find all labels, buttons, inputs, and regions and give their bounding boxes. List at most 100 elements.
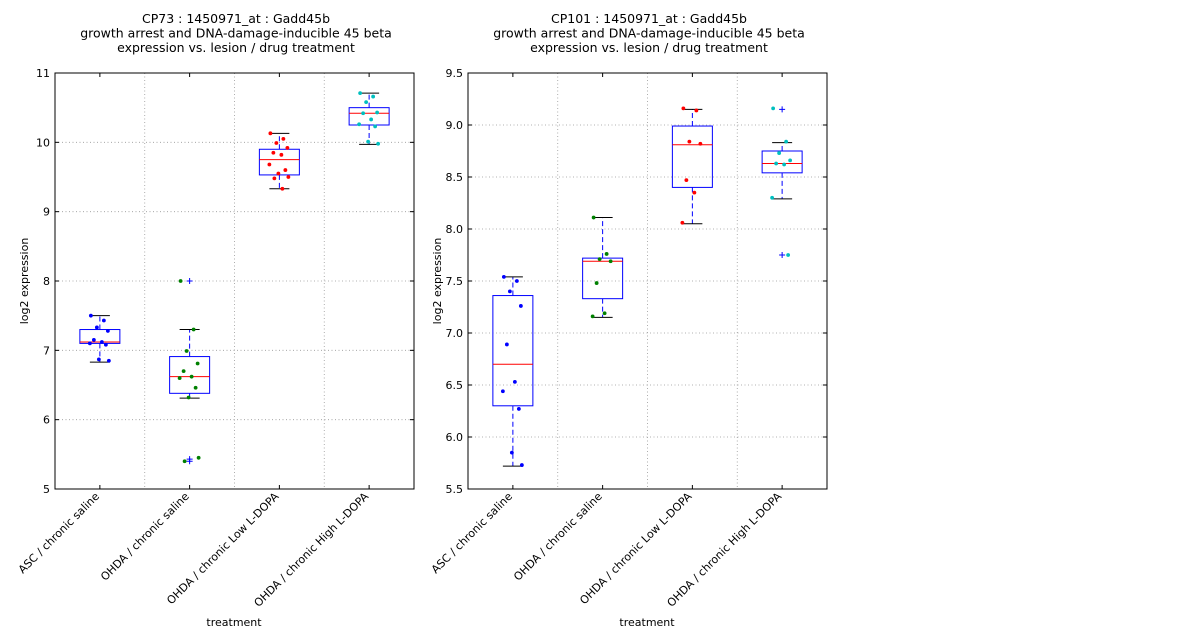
x-tick-label: ASC / chronic saline (16, 490, 102, 576)
data-point (501, 274, 506, 279)
data-point (280, 186, 285, 191)
data-point (788, 158, 793, 163)
data-point (687, 139, 692, 144)
data-point (358, 91, 363, 96)
y-tick-label: 6.0 (446, 431, 464, 444)
data-point (181, 369, 186, 374)
flier-marker (779, 106, 786, 113)
chart-title-line: growth arrest and DNA-damage-inducible 4… (80, 26, 392, 41)
data-point (512, 379, 517, 384)
data-point (777, 151, 782, 155)
data-point (591, 215, 596, 220)
data-point (500, 389, 505, 394)
data-point (514, 279, 519, 283)
data-point (272, 176, 277, 181)
data-point (99, 340, 104, 344)
data-point (364, 100, 369, 105)
data-point (597, 257, 602, 262)
data-point (182, 459, 187, 464)
data-point (371, 94, 376, 99)
data-point (361, 111, 366, 116)
data-point (191, 327, 196, 332)
y-tick-label: 5 (43, 483, 50, 496)
y-tick-label: 6.5 (446, 379, 464, 392)
data-point (357, 122, 362, 127)
data-point (88, 313, 93, 318)
data-point (186, 395, 191, 400)
chart-title-line: growth arrest and DNA-damage-inducible 4… (493, 26, 805, 41)
data-point (106, 358, 111, 363)
y-tick-label: 9 (43, 206, 50, 219)
data-point (507, 289, 512, 294)
y-tick-label: 9.5 (446, 67, 464, 80)
data-point (369, 117, 374, 122)
data-point (91, 338, 96, 342)
data-point (274, 141, 279, 145)
box (671, 125, 713, 188)
flier-marker (779, 252, 786, 258)
x-tick-label: ASC / chronic saline (429, 490, 515, 576)
y-tick-label: 5.5 (446, 483, 464, 496)
data-point (604, 252, 609, 256)
data-point (195, 361, 200, 366)
box (79, 329, 121, 344)
data-point (373, 124, 378, 129)
data-point (286, 175, 291, 179)
y-tick-label: 8.0 (446, 223, 464, 236)
data-point (196, 455, 201, 460)
y-tick-label: 7.0 (446, 327, 464, 340)
chart-title-line: expression vs. lesion / drug treatment (117, 40, 355, 55)
y-tick-label: 8 (43, 275, 50, 288)
y-axis-label: log2 expression (18, 238, 31, 325)
y-tick-label: 7.5 (446, 275, 464, 288)
data-point (177, 376, 182, 380)
data-point (94, 325, 99, 330)
y-tick-label: 9.0 (446, 119, 464, 132)
x-axis-label: treatment (619, 616, 675, 629)
flier-marker (186, 278, 193, 284)
flier-marker (186, 458, 193, 465)
data-point (590, 314, 595, 319)
data-point (684, 178, 689, 183)
data-point (105, 329, 110, 333)
y-axis-label: log2 expression (431, 238, 444, 325)
data-point (184, 349, 189, 353)
data-point (87, 341, 92, 346)
box (582, 257, 624, 300)
data-point (698, 141, 703, 146)
box (761, 150, 803, 174)
data-point (784, 139, 789, 144)
data-point (694, 108, 699, 113)
data-point (281, 136, 286, 141)
data-point (267, 162, 272, 167)
data-point (276, 171, 281, 176)
y-tick-label: 10 (36, 136, 50, 149)
data-point (103, 342, 108, 347)
data-point (285, 145, 290, 150)
data-point (178, 279, 183, 283)
data-point (366, 139, 371, 144)
data-point (516, 407, 521, 411)
data-point (283, 168, 288, 172)
data-point (504, 342, 509, 347)
data-point (96, 357, 101, 362)
data-point (774, 161, 779, 166)
data-point (782, 162, 787, 167)
y-tick-label: 11 (36, 67, 50, 80)
y-tick-label: 8.5 (446, 171, 464, 184)
data-point (376, 141, 381, 146)
x-tick-label: OHDA / chronic saline (511, 490, 605, 584)
data-point (375, 110, 380, 115)
box (258, 148, 300, 176)
data-point (608, 259, 613, 264)
data-point (101, 318, 106, 323)
x-tick-label: OHDA / chronic saline (98, 490, 192, 584)
data-point (279, 152, 284, 157)
box (169, 356, 211, 394)
box (492, 295, 534, 407)
y-tick-label: 6 (43, 414, 50, 427)
y-tick-label: 7 (43, 344, 50, 357)
